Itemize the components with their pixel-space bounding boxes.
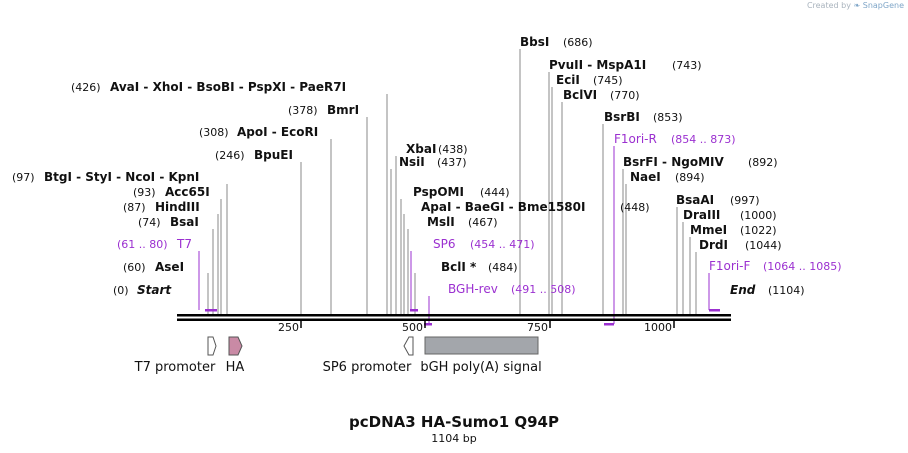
- backbone-strand-bottom: [177, 318, 731, 321]
- site-name-9[interactable]: AvaI - XhoI - BsoBI - PspXI - PaeR7I: [110, 80, 346, 94]
- site-name-22[interactable]: NaeI: [630, 170, 661, 184]
- primer-name-3[interactable]: F1ori-R: [614, 132, 657, 146]
- feature-label-ha: HA: [226, 360, 245, 375]
- site-name-14[interactable]: MslI: [427, 215, 455, 229]
- site-name-17[interactable]: PvuII - MspA1I: [549, 58, 646, 72]
- tick-label-1: 500: [402, 321, 423, 334]
- snapgene-logo-icon: ❧: [853, 1, 861, 10]
- site-name-19[interactable]: BclVI: [563, 88, 597, 102]
- site-position-6: (246): [215, 149, 245, 162]
- map-subtitle: 1104 bp: [431, 432, 476, 445]
- primer-name-1[interactable]: SP6: [433, 237, 456, 251]
- primer-range-1: (454 .. 471): [470, 238, 535, 251]
- primer-range-3: (854 .. 873): [671, 133, 736, 146]
- site-position-9: (426): [71, 81, 101, 94]
- primer-bar-2[interactable]: [424, 323, 432, 326]
- site-name-1[interactable]: AseI: [155, 260, 184, 274]
- site-position-20: (853): [653, 111, 683, 124]
- primer-bar-3[interactable]: [604, 323, 614, 326]
- site-position-17: (743): [672, 59, 702, 72]
- site-name-2[interactable]: BsaI: [170, 215, 199, 229]
- site-name-6[interactable]: BpuEI: [254, 148, 293, 162]
- feature-t7-promoter-arrow[interactable]: [207, 336, 217, 356]
- site-position-5: (97): [12, 171, 35, 184]
- site-name-20[interactable]: BsrBI: [604, 110, 640, 124]
- site-name-23[interactable]: BsaAI: [676, 193, 714, 207]
- site-position-27: (1104): [768, 284, 805, 297]
- site-name-4[interactable]: Acc65I: [165, 185, 210, 199]
- primer-name-0[interactable]: T7: [176, 237, 192, 251]
- site-name-11[interactable]: XbaI: [406, 142, 436, 156]
- feature-ha-arrow[interactable]: [228, 336, 243, 356]
- site-name-26[interactable]: DrdI: [699, 238, 728, 252]
- site-name-5[interactable]: BtgI - StyI - NcoI - KpnI: [44, 170, 199, 184]
- primer-bar-1[interactable]: [410, 309, 418, 312]
- tick-label-0: 250: [278, 321, 299, 334]
- tick-label-2: 750: [527, 321, 548, 334]
- site-position-2: (74): [138, 216, 161, 229]
- site-name-8[interactable]: BmrI: [327, 103, 359, 117]
- site-position-21: (892): [748, 156, 778, 169]
- primer-bar-4[interactable]: [709, 309, 720, 312]
- site-name-25[interactable]: MmeI: [690, 223, 727, 237]
- backbone-strand-top: [177, 314, 731, 317]
- snapgene-credit: Created by ❧ SnapGene: [806, 1, 904, 10]
- site-name-13[interactable]: ApaI - BaeGI - Bme1580I: [421, 200, 585, 214]
- primer-range-0: (61 .. 80): [117, 238, 168, 251]
- site-position-7: (308): [199, 126, 229, 139]
- feature-sp6-promoter-arrow[interactable]: [403, 336, 414, 356]
- site-position-15: (484): [488, 261, 518, 274]
- site-name-0[interactable]: Start: [137, 283, 172, 297]
- site-position-18: (745): [593, 74, 623, 87]
- site-name-16[interactable]: BbsI: [520, 35, 549, 49]
- site-position-25: (1022): [740, 224, 777, 237]
- site-name-21[interactable]: BsrFI - NgoMIV: [623, 155, 724, 169]
- tick-label-3: 1000: [644, 321, 672, 334]
- primer-name-4[interactable]: F1ori-F: [709, 259, 750, 273]
- site-name-27[interactable]: End: [730, 283, 756, 297]
- primer-range-4: (1064 .. 1085): [763, 260, 842, 273]
- feature-label-sp6-promoter: SP6 promoter: [323, 360, 412, 375]
- site-position-11: (438): [438, 143, 468, 156]
- site-position-26: (1044): [745, 239, 782, 252]
- primer-bar-0[interactable]: [205, 309, 217, 312]
- site-position-4: (93): [133, 186, 156, 199]
- primer-name-2[interactable]: BGH-rev: [448, 282, 498, 296]
- snapgene-brand: SnapGene: [862, 1, 904, 10]
- site-position-22: (894): [675, 171, 705, 184]
- site-position-16: (686): [563, 36, 593, 49]
- site-position-24: (1000): [740, 209, 777, 222]
- site-position-23: (997): [730, 194, 760, 207]
- site-name-7[interactable]: ApoI - EcoRI: [237, 125, 318, 139]
- site-position-14: (467): [468, 216, 498, 229]
- site-position-0: (0): [113, 284, 129, 297]
- feature-label-t7-promoter: T7 promoter: [134, 360, 216, 375]
- site-position-12: (444): [480, 186, 510, 199]
- site-position-8: (378): [288, 104, 318, 117]
- site-position-1: (60): [123, 261, 146, 274]
- feature-bgh-polya-box[interactable]: [424, 336, 539, 355]
- site-name-18[interactable]: EciI: [556, 73, 580, 87]
- site-position-10: (437): [437, 156, 467, 169]
- site-name-3[interactable]: HindIII: [155, 200, 200, 214]
- site-name-15[interactable]: BclI *: [441, 260, 477, 274]
- feature-label-bgh-polya: bGH poly(A) signal: [420, 360, 541, 375]
- site-position-3: (87): [123, 201, 146, 214]
- site-name-24[interactable]: DraIII: [683, 208, 720, 222]
- map-title: pcDNA3 HA-Sumo1 Q94P: [349, 413, 559, 431]
- site-name-10[interactable]: NsiI: [399, 155, 425, 169]
- site-position-19: (770): [610, 89, 640, 102]
- primer-range-2: (491 .. 508): [511, 283, 576, 296]
- site-name-12[interactable]: PspOMI: [413, 185, 464, 199]
- site-position-13: (448): [620, 201, 650, 214]
